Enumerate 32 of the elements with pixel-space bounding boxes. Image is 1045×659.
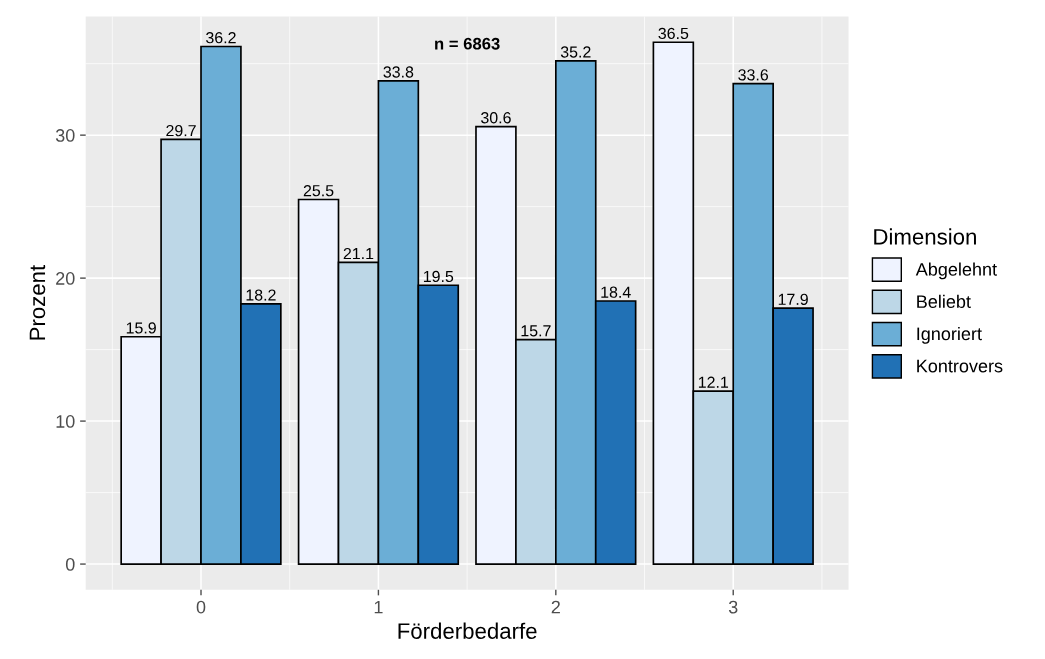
legend-label: Abgelehnt	[915, 262, 997, 280]
data-label: 21.1	[343, 247, 374, 260]
data-label: 18.4	[601, 286, 631, 298]
data-label: 30.6	[481, 112, 511, 124]
data-label: 18.2	[246, 289, 276, 301]
data-label: 36.5	[658, 27, 689, 40]
data-label: 17.9	[778, 293, 808, 305]
y-axis-title: Prozent	[29, 265, 46, 340]
x-tick-label: 3	[728, 600, 738, 614]
legend-label: Kontrovers	[917, 359, 1003, 373]
data-label: 35.2	[560, 46, 591, 58]
y-tick-label: 20	[56, 272, 75, 285]
data-label: 36.2	[206, 32, 236, 44]
y-tick-label: 10	[56, 415, 75, 428]
data-label: 15.7	[521, 325, 551, 337]
y-tick-label: 30	[55, 129, 75, 142]
x-tick-label: 1	[374, 600, 383, 614]
x-tick-label: 2	[551, 600, 560, 614]
data-label: 15.9	[126, 322, 156, 334]
data-label: 29.7	[166, 124, 196, 137]
data-label: 25.5	[303, 185, 334, 197]
y-tick-label: 0	[65, 558, 75, 571]
annotation: n = 6863	[435, 37, 500, 50]
data-label: 33.8	[383, 66, 414, 78]
legend-title: Dimension	[874, 228, 976, 245]
x-axis-title: Förderbedarfe	[398, 622, 537, 639]
data-label: 19.5	[423, 270, 454, 283]
legend-label: Ignoriert	[917, 326, 982, 344]
x-tick-label: 0	[196, 600, 206, 614]
data-label: 12.1	[698, 376, 729, 388]
data-label: 33.6	[738, 69, 769, 81]
legend-label: Beliebt	[917, 294, 971, 308]
